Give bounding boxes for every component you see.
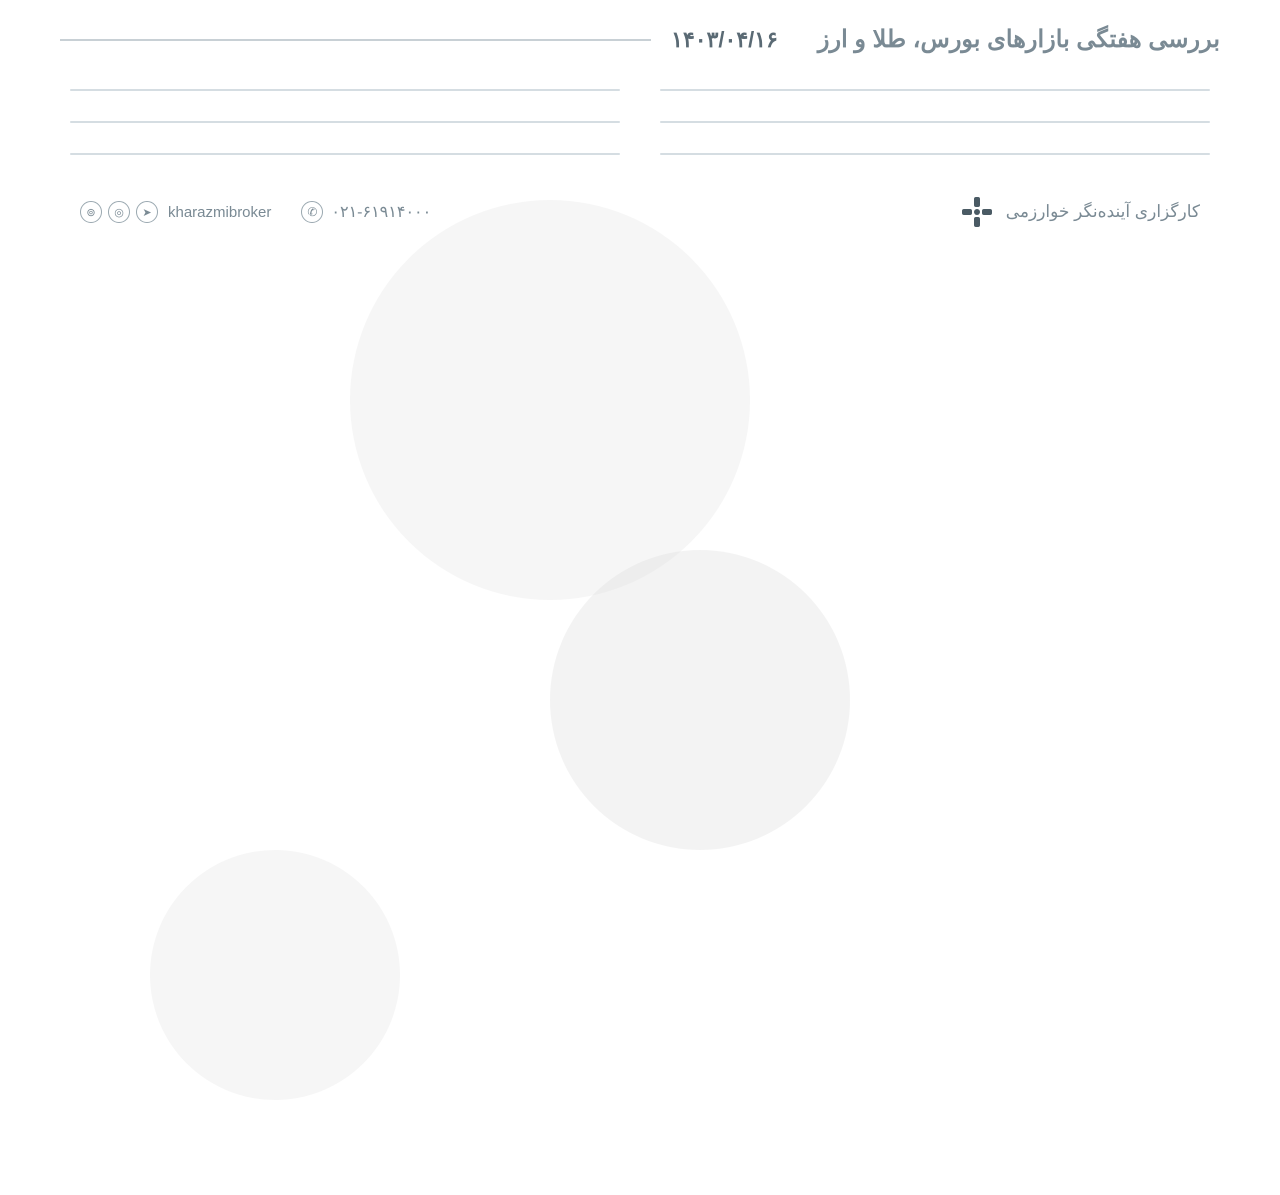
card-coin [70, 121, 620, 123]
page-title: بررسی هفتگی بازارهای بورس، طلا و ارز [818, 25, 1220, 54]
footer: ⊚ ◎ ➤ kharazmibroker ✆ ۰۲۱-۶۱۹۱۴۰۰۰ کارگ… [0, 175, 1280, 249]
chart-grid [0, 69, 1280, 175]
bg-shape [350, 200, 750, 600]
bg-shape [550, 550, 850, 850]
handle-text: kharazmibroker [168, 204, 271, 221]
card-fx [70, 153, 620, 155]
card-gold-ounce [660, 153, 1210, 155]
header: بررسی هفتگی بازارهای بورس، طلا و ارز ۱۴۰… [0, 0, 1280, 69]
dribbble-icon: ⊚ [80, 201, 102, 223]
card-ifb-index [70, 89, 620, 91]
company-logo-icon [960, 195, 994, 229]
card-gold-18k [660, 121, 1210, 123]
company-name: کارگزاری آینده‌نگر خوارزمی [1006, 202, 1200, 222]
social-handle: ⊚ ◎ ➤ kharazmibroker [80, 201, 271, 223]
card-stock-index [660, 89, 1210, 91]
phone-number: ۰۲۱-۶۱۹۱۴۰۰۰ [331, 202, 431, 222]
bg-shape [150, 850, 400, 1100]
instagram-icon: ◎ [108, 201, 130, 223]
telegram-icon: ➤ [136, 201, 158, 223]
phone: ✆ ۰۲۱-۶۱۹۱۴۰۰۰ [301, 201, 431, 223]
divider [60, 39, 651, 41]
report-date: ۱۴۰۳/۰۴/۱۶ [671, 27, 778, 53]
phone-icon: ✆ [301, 201, 323, 223]
